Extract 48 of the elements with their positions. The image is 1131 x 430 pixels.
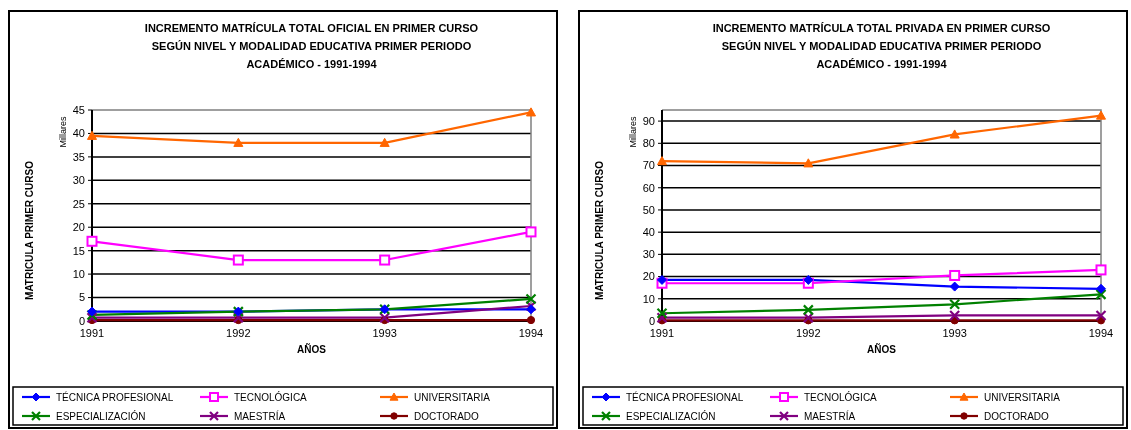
legend-label: TÉCNICA PROFESIONAL	[626, 390, 744, 403]
y-tick-label: 15	[72, 244, 85, 257]
y-tick-label: 90	[642, 114, 655, 127]
y-tick-label: 10	[72, 267, 85, 280]
x-tick-label: 1993	[372, 327, 397, 339]
y-tick-label: 30	[642, 248, 655, 261]
y-tick-label: 50	[642, 203, 655, 216]
text: Millares	[58, 116, 68, 148]
x-tick-label: 1994	[1088, 327, 1114, 339]
y-tick-label: 80	[642, 137, 655, 150]
y-tick-label: 20	[72, 221, 85, 234]
y-tick-label: 45	[72, 103, 85, 116]
y-tick-label: 0	[78, 314, 85, 327]
x-tick-label: 1991	[649, 327, 675, 339]
legend-label: TECNOLÓGICA	[234, 390, 308, 403]
y-tick-label: 10	[642, 292, 655, 305]
x-axis-title: AÑOS	[297, 343, 327, 355]
legend-label: TÉCNICA PROFESIONAL	[56, 390, 174, 403]
legend-label: UNIVERSITARIA	[984, 391, 1061, 403]
x-tick-label: 1993	[942, 327, 967, 339]
y-tick-label: 60	[642, 181, 655, 194]
y-tick-label: 70	[642, 159, 655, 172]
legend-label: DOCTORADO	[414, 410, 480, 422]
x-tick-label: 1994	[518, 327, 544, 339]
y-tick-label: 30	[72, 174, 85, 187]
chart-title: INCREMENTO MATRÍCULA TOTAL PRIVADA EN PRIMER CURSO SEGÚN NIVEL Y MODALIDAD EDUCATIVA PRIMER PERIODO ACADÉMICO - 1991-1994	[712, 22, 1051, 70]
x-tick-label: 1991	[79, 327, 105, 339]
y-tick-label: 40	[642, 226, 655, 239]
legend-label: TECNOLÓGICA	[804, 390, 878, 403]
y-axis-title: MATRICULA PRIMER CURSO	[594, 160, 605, 300]
chart-title: INCREMENTO MATRÍCULA TOTAL OFICIAL EN PRIMER CURSO SEGÚN NIVEL Y MODALIDAD EDUCATIVA PRIMER PERIODO ACADÉMICO - 1991-1994	[144, 22, 479, 70]
text: Millares	[628, 116, 638, 148]
legend-label: DOCTORADO	[984, 410, 1050, 422]
y-tick-label: 40	[72, 127, 85, 140]
y-axis-title: MATRICULA PRIMER CURSO	[24, 160, 35, 300]
legend-label: MAESTRÍA	[234, 409, 286, 422]
x-tick-label: 1992	[226, 327, 251, 339]
legend-label: MAESTRÍA	[804, 409, 856, 422]
y-tick-label: 5	[78, 291, 85, 304]
y-tick-label: 25	[72, 197, 85, 210]
x-tick-label: 1992	[796, 327, 821, 339]
y-tick-label: 20	[642, 270, 655, 283]
legend-label: ESPECIALIZACIÓN	[626, 409, 716, 422]
legend-label: UNIVERSITARIA	[414, 391, 491, 403]
x-axis-title: AÑOS	[867, 343, 897, 355]
y-tick-label: 0	[648, 314, 655, 327]
y-tick-label: 35	[72, 150, 85, 163]
legend-label: ESPECIALIZACIÓN	[56, 409, 146, 422]
